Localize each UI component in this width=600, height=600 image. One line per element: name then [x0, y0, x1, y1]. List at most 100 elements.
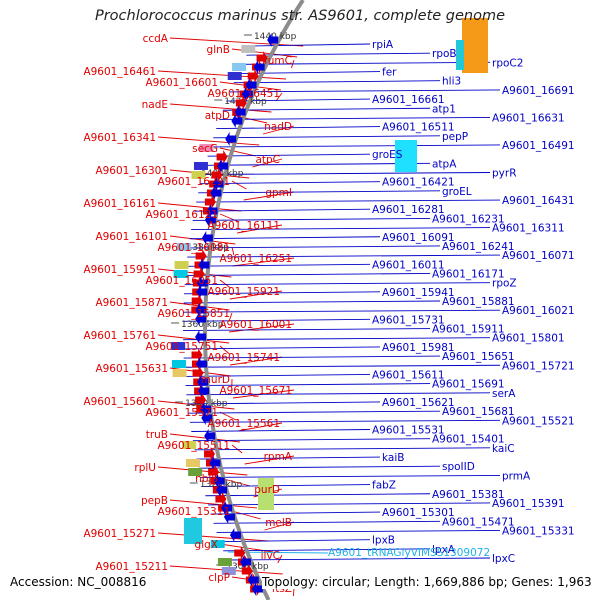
leader-line: [183, 346, 381, 350]
gene-features: [171, 18, 488, 596]
gene-label: A9601_15721: [502, 360, 575, 372]
leader-line: [228, 323, 295, 333]
gene-label: A9601_16161: [83, 198, 156, 210]
reverse-gene-arrow: [195, 303, 207, 317]
gene-label: A9601_15801: [492, 333, 565, 345]
leader-line: [187, 401, 381, 405]
forward-gene-arrow: [241, 564, 253, 578]
gene-label: A9601_16421: [382, 177, 455, 189]
leader-line: [229, 356, 283, 366]
gene-label: lpxA: [432, 544, 456, 556]
leader-line: [244, 455, 295, 465]
operon-block: [258, 478, 274, 510]
gene-label: atpD: [205, 110, 230, 122]
leader-line: [198, 465, 441, 469]
gene-label: rpoZ: [492, 278, 517, 290]
leader-line: [157, 136, 260, 146]
gene-label: A9601_16311: [492, 223, 565, 235]
gene-block: [193, 162, 208, 170]
leader-line: [231, 180, 247, 190]
gene-label: A9601_16071: [502, 250, 575, 262]
leader-line: [264, 521, 295, 531]
leader-line: [232, 257, 295, 267]
leader-line: [246, 52, 431, 56]
forward-gene-arrow: [193, 267, 205, 281]
reverse-gene-arrow: [217, 159, 229, 173]
gene-label: A9601_16231: [432, 213, 505, 225]
gene-label: fabZ: [372, 480, 396, 492]
gene-label: atp1: [432, 103, 456, 115]
gene-label: A9601_15731: [372, 314, 445, 326]
gene-label: A9601_16341: [83, 132, 156, 144]
leader-line: [184, 282, 491, 286]
leader-line: [219, 147, 256, 157]
reverse-gene-arrow: [204, 429, 216, 443]
leader-line: [219, 345, 230, 355]
gene-label: A9601_16491: [502, 140, 575, 152]
gene-label: A9601_16001: [219, 319, 292, 331]
gene-label: A9601_15621: [382, 397, 455, 409]
reverse-gene-arrow: [221, 501, 233, 515]
leader-line: [275, 92, 283, 102]
leader-line: [293, 587, 295, 597]
reverse-gene-arrow: [267, 33, 279, 47]
leader-line: [205, 162, 431, 166]
leader-line: [213, 520, 441, 524]
leader-line: [202, 484, 371, 488]
gene-label: rpoB: [432, 48, 457, 60]
kbp-label: 1360 kbp: [181, 320, 224, 330]
gene-label: A9601_16121: [145, 209, 218, 221]
leader-line: [194, 447, 491, 451]
gene-block: [172, 369, 187, 377]
forward-gene-arrow: [195, 249, 207, 263]
forward-gene-arrow: [216, 150, 228, 164]
gene-label: A9601_15851: [157, 308, 230, 320]
gene-label: kaiC: [492, 443, 515, 455]
gene-label: A9601_15531: [372, 425, 445, 437]
gene-label: A9601_16281: [372, 204, 445, 216]
leader-line: [223, 548, 431, 552]
map-title: Prochlorococcus marinus str. AS9601, com…: [94, 8, 506, 24]
reverse-gene-arrow: [212, 177, 224, 191]
gene-label: A9601_16691: [502, 85, 575, 97]
gene-label: melB: [265, 517, 292, 529]
gene-label: A9601_16301: [95, 165, 168, 177]
leader-line: [237, 422, 283, 432]
leader-line: [183, 355, 441, 359]
leader-line: [188, 410, 441, 414]
leader-line: [157, 334, 230, 344]
leader-line: [169, 169, 250, 179]
gene-label: truB: [146, 429, 168, 441]
gene-label: A9601_16631: [492, 112, 565, 124]
leader-line: [205, 493, 431, 497]
gene-label: gpmI: [265, 187, 292, 199]
gene-label: A9601_16461: [83, 66, 156, 78]
gene-label: A9601_15681: [442, 406, 515, 418]
reverse-gene-arrow: [197, 375, 209, 389]
reverse-gene-arrow: [213, 474, 225, 488]
gene-label: A9601_15401: [432, 434, 505, 446]
forward-gene-arrow: [191, 294, 203, 308]
gene-label: atpC: [255, 154, 280, 166]
leader-line: [157, 70, 287, 80]
leader-line: [200, 181, 381, 185]
gene-label: atpA: [432, 158, 457, 170]
gene-label: murD: [201, 374, 230, 386]
reverse-gene-arrow: [225, 132, 237, 146]
gene-label: fer: [382, 67, 397, 79]
leader-line: [189, 419, 501, 423]
gene-label: lpxC: [492, 553, 515, 565]
kbp-label: 1400 kbp: [201, 169, 244, 179]
leader-line: [187, 254, 501, 258]
leader-line: [210, 511, 381, 515]
leader-line: [157, 202, 242, 212]
gene-label: ilvC: [261, 550, 280, 562]
forward-gene-arrow: [204, 447, 216, 461]
leader-line: [188, 245, 441, 249]
gene-label: rpoC2: [492, 57, 523, 69]
forward-gene-arrow: [215, 492, 227, 506]
forward-gene-arrow: [204, 195, 216, 209]
gene-label: pepP: [442, 131, 468, 143]
leader-line: [252, 158, 283, 168]
gene-label: A9601_15391: [492, 498, 565, 510]
